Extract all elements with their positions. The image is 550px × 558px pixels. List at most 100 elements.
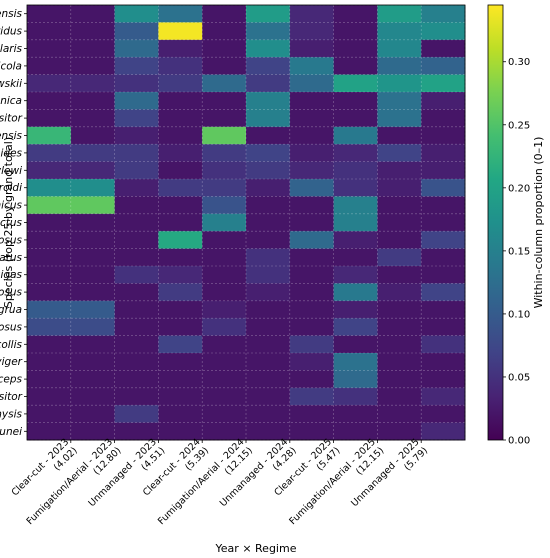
y-tick-label: Dolichus halensis <box>0 130 23 142</box>
y-tick-labels: Pheropsophus jessoensis Synuchus nitidus P… <box>0 8 27 438</box>
heatmap-cell <box>246 248 291 267</box>
heatmap-cell <box>114 92 159 110</box>
heatmap-cell <box>114 126 159 145</box>
heatmap-cell <box>158 405 203 424</box>
heatmap-cell <box>114 196 159 215</box>
heatmap-cell <box>289 144 335 163</box>
y-tick-label: Planetes puncticeps <box>0 374 23 386</box>
y-tick-label: Blindus strigosus <box>0 234 23 246</box>
heatmap-cell <box>158 22 203 41</box>
heatmap-cell <box>377 109 422 128</box>
y-tick-label: Chalcophora japonica <box>0 95 22 107</box>
heatmap-cell <box>246 335 291 354</box>
heatmap-cell <box>289 126 335 145</box>
heatmap-cell <box>421 266 466 284</box>
heatmap-cell <box>246 161 291 180</box>
heatmap-cell <box>333 39 378 58</box>
heatmap-cell <box>289 74 335 93</box>
heatmap-cell <box>246 196 291 215</box>
colorbar-tick-label: 0.20 <box>508 183 530 194</box>
heatmap-cell <box>377 248 422 267</box>
heatmap-cell <box>202 39 247 58</box>
heatmap-cell <box>70 57 116 76</box>
heatmap-cell <box>377 57 422 76</box>
heatmap-cell <box>421 92 466 110</box>
heatmap-cell <box>114 266 159 284</box>
heatmap-cell <box>202 126 247 145</box>
heatmap-cell <box>333 405 378 424</box>
y-tick-label: Phelotrupes auratus <box>0 252 23 264</box>
heatmap-cell <box>421 144 466 163</box>
heatmap-cell <box>289 283 335 302</box>
heatmap-cell <box>114 39 159 58</box>
heatmap-cell <box>70 109 116 128</box>
heatmap-cell <box>158 5 203 23</box>
heatmap-cell <box>333 283 378 302</box>
heatmap-cell <box>27 422 72 441</box>
heatmap-cell <box>333 22 378 41</box>
heatmap-cell <box>246 283 291 302</box>
heatmap-cell <box>246 39 291 58</box>
heatmap-cell <box>333 335 378 354</box>
heatmap-cell <box>27 213 72 232</box>
heatmap-cell <box>333 213 378 232</box>
heatmap-cell <box>70 387 116 406</box>
colorbar-tick-label: 0.00 <box>508 436 530 447</box>
heatmap-cell <box>202 144 247 163</box>
heatmap-cell <box>27 283 72 302</box>
heatmap-cell <box>158 57 203 76</box>
heatmap-cell <box>158 74 203 93</box>
y-tick-label: Pheropsophus jessoensis <box>0 8 23 20</box>
heatmap-cell <box>202 266 247 284</box>
heatmap-cell <box>289 39 335 58</box>
heatmap-cell <box>289 109 335 128</box>
heatmap-cell <box>246 370 291 389</box>
heatmap-cell <box>70 248 116 267</box>
heatmap-cell <box>377 231 422 250</box>
heatmap-cell <box>333 57 378 76</box>
heatmap-cell <box>377 422 422 441</box>
y-tick-label: Eusilpha jakowlewi <box>0 165 22 177</box>
heatmap-cell <box>421 422 466 441</box>
heatmap-gridlines <box>26 4 466 441</box>
heatmap-cell <box>202 387 247 406</box>
heatmap-cell <box>421 126 466 145</box>
heatmap-cell <box>27 231 72 250</box>
heatmap-cell <box>202 74 247 93</box>
heatmap-cell <box>289 405 335 424</box>
heatmap-cell <box>158 196 203 215</box>
x-axis-label: Year × Regime <box>215 542 297 555</box>
colorbar-tick-label: 0.15 <box>508 246 530 257</box>
heatmap-cell <box>70 39 116 58</box>
heatmap-cell <box>70 74 116 93</box>
heatmap-cell <box>202 231 247 250</box>
heatmap-cell <box>158 179 203 197</box>
y-tick-label: Niphades verrucosus <box>0 287 23 299</box>
heatmap-cell <box>158 213 203 232</box>
heatmap-cell <box>27 300 72 319</box>
heatmap-cell <box>289 422 335 441</box>
heatmap-cell <box>289 213 335 232</box>
heatmap-cell <box>27 39 72 58</box>
heatmap-cell <box>114 179 159 197</box>
heatmap-cell <box>202 353 247 371</box>
heatmap-cell <box>246 126 291 145</box>
heatmap-cell <box>202 248 247 267</box>
heatmap-cell <box>114 283 159 302</box>
heatmap-cell <box>333 387 378 406</box>
heatmap-cell <box>421 109 466 128</box>
heatmap-cell <box>246 387 291 406</box>
heatmap-cell <box>70 370 116 389</box>
heatmap-cell <box>377 39 422 58</box>
heatmap-cell <box>27 144 72 163</box>
heatmap-cell <box>158 92 203 110</box>
heatmap-cell <box>202 213 247 232</box>
heatmap-cell <box>70 196 116 215</box>
heatmap-cell <box>246 300 291 319</box>
heatmap-cell <box>246 92 291 110</box>
heatmap-cell <box>158 126 203 145</box>
heatmap-cell <box>377 335 422 354</box>
heatmap-cell <box>27 74 72 93</box>
heatmap-cell <box>158 370 203 389</box>
heatmap-cell <box>377 144 422 163</box>
